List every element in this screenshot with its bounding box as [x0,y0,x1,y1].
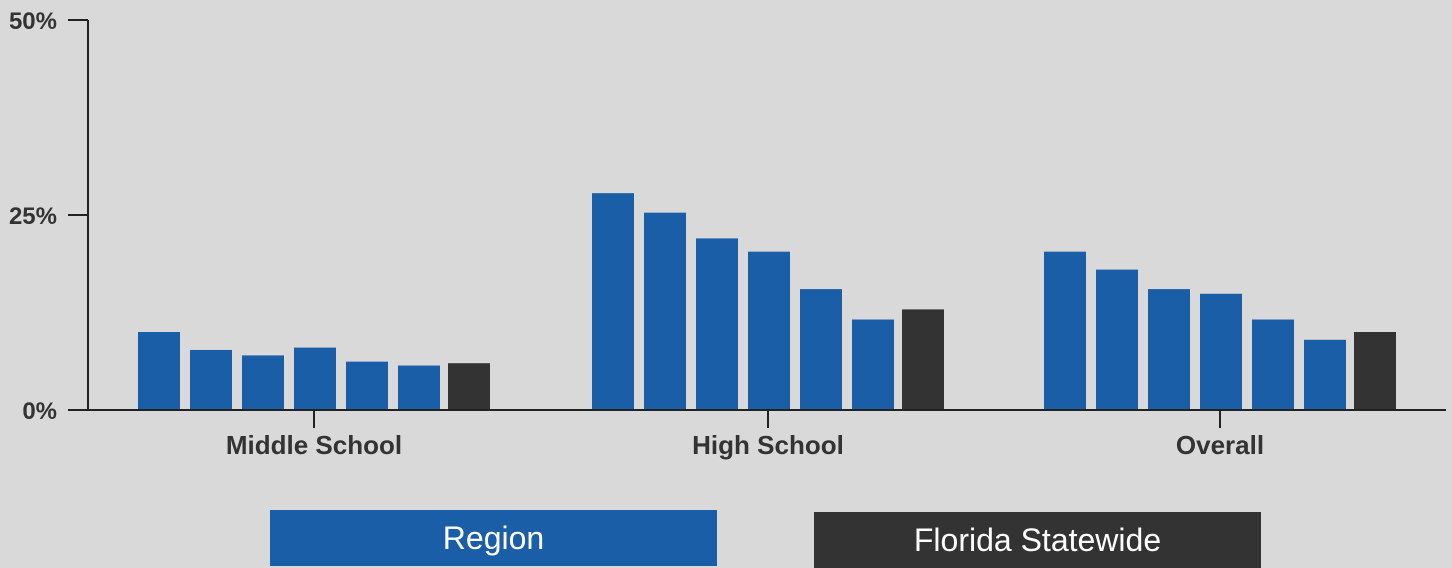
bar-region [242,355,284,410]
bar-region [1148,289,1190,410]
legend-florida-statewide: Florida Statewide [814,512,1261,568]
bar-region [190,349,232,410]
axes-group [68,19,1446,428]
bar-region [346,361,388,410]
legend-region: Region [270,510,717,566]
bars-group [138,193,1396,410]
bar-region [1252,319,1294,410]
y-tick-label: 50% [9,8,57,35]
x-tick-label: Middle School [226,430,402,460]
bar-region [398,365,440,410]
bar-statewide [1354,332,1396,410]
bar-region [592,193,634,410]
bar-region [800,289,842,410]
bar-statewide [902,309,944,410]
bar-region [696,238,738,410]
x-tick-label: High School [692,430,844,460]
y-tick-label: 25% [9,203,57,230]
bar-region [138,332,180,410]
bar-region [748,251,790,410]
bar-region [1200,293,1242,410]
bar-region [1044,251,1086,410]
labels-group: Middle School High School Overall 0% 25% 50% [9,8,1264,460]
x-tick-label: Overall [1176,430,1264,460]
legend-region-label: Region [442,519,545,556]
legend-statewide-label: Florida Statewide [913,521,1162,558]
bar-statewide [448,363,490,410]
bar-region [1304,339,1346,410]
bar-region [644,212,686,410]
bar-region [852,319,894,410]
y-tick-label: 0% [22,398,57,425]
bar-region [1096,269,1138,410]
bar-region [294,347,336,410]
